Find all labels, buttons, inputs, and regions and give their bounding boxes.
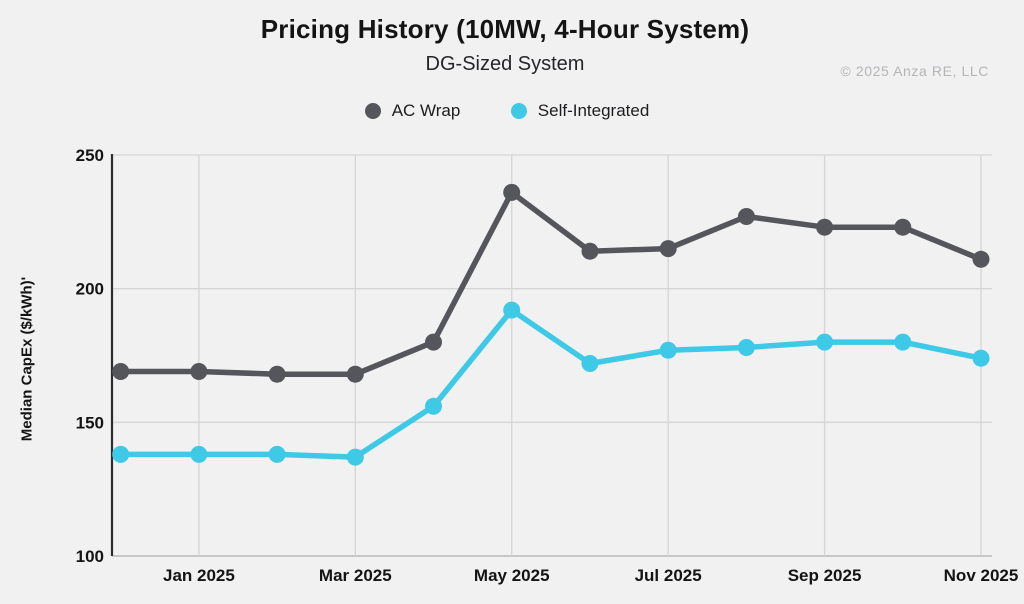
- data-point-self-integrated: [112, 445, 130, 463]
- data-point-ac-wrap: [268, 365, 286, 383]
- x-tick-label: Mar 2025: [319, 566, 392, 585]
- chart-title: Pricing History (10MW, 4-Hour System): [260, 14, 750, 44]
- data-point-self-integrated: [737, 339, 755, 356]
- data-point-self-integrated: [816, 333, 834, 351]
- chart-legend: AC Wrap Self-Integrated: [0, 101, 1014, 121]
- x-tick-label: Jul 2025: [635, 566, 702, 585]
- data-point-self-integrated: [190, 445, 208, 463]
- data-point-ac-wrap: [659, 240, 677, 258]
- data-point-ac-wrap: [816, 218, 834, 236]
- legend-marker-ac-wrap-icon: [364, 103, 381, 119]
- x-tick-label: Sep 2025: [788, 566, 862, 585]
- data-point-self-integrated: [346, 448, 364, 466]
- data-point-ac-wrap: [581, 242, 599, 260]
- x-tick-label: Nov 2025: [944, 566, 1019, 585]
- y-tick-label: 200: [76, 280, 104, 299]
- x-tick-label: Jan 2025: [163, 566, 235, 585]
- data-point-self-integrated: [659, 341, 677, 359]
- data-point-self-integrated: [503, 301, 521, 319]
- series-line-ac-wrap: [117, 189, 984, 377]
- y-tick-label: 150: [76, 413, 104, 432]
- data-point-ac-wrap: [972, 250, 990, 268]
- x-tick-label: May 2025: [474, 566, 550, 585]
- legend-marker-self-integrated-icon: [510, 103, 527, 119]
- y-tick-label: 100: [76, 547, 104, 566]
- legend-label-ac-wrap: AC Wrap: [391, 101, 461, 120]
- legend-item-self-integrated: Self-Integrated: [510, 101, 650, 121]
- data-point-ac-wrap: [503, 183, 521, 201]
- legend-label-self-integrated: Self-Integrated: [537, 101, 650, 120]
- legend-item-ac-wrap: AC Wrap: [364, 101, 461, 121]
- data-point-ac-wrap: [894, 218, 912, 236]
- data-point-self-integrated: [581, 355, 599, 372]
- data-point-ac-wrap: [190, 363, 208, 380]
- data-point-ac-wrap: [425, 333, 442, 351]
- data-point-ac-wrap: [346, 365, 364, 383]
- y-tick-label: 250: [76, 146, 104, 165]
- copyright-notice: © 2025 Anza RE, LLC: [840, 63, 989, 79]
- series-line-self-integrated: [117, 307, 984, 460]
- data-point-self-integrated: [972, 349, 990, 367]
- data-point-ac-wrap: [112, 363, 130, 380]
- data-point-self-integrated: [425, 397, 442, 415]
- data-point-ac-wrap: [737, 208, 755, 225]
- data-point-self-integrated: [268, 445, 286, 463]
- data-point-self-integrated: [894, 333, 912, 351]
- chart-subtitle: DG-Sized System: [425, 53, 585, 75]
